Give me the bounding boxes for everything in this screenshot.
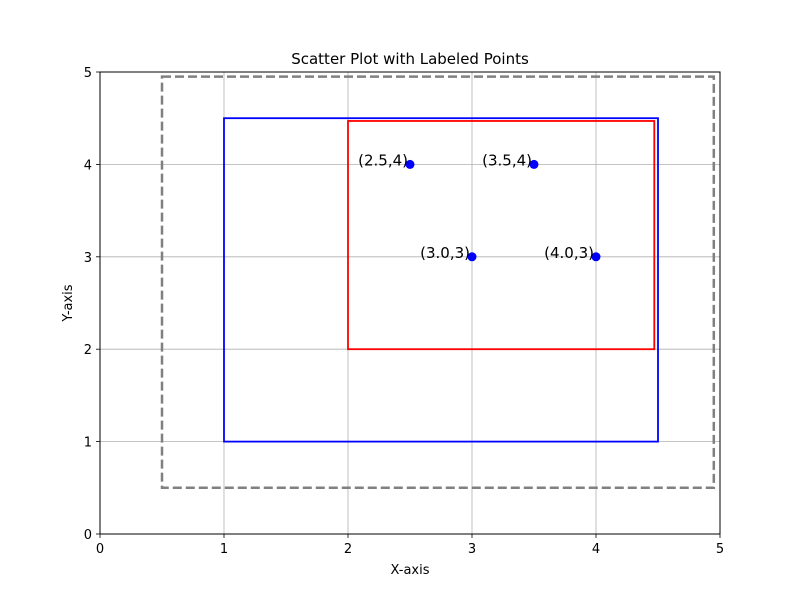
y-tick-label: 3 — [84, 251, 92, 266]
point-labels: (2.5,4) (3.5,4) (3.0,3) (4.0,3) — [358, 151, 594, 261]
x-axis-label: X-axis — [391, 563, 430, 578]
y-axis-ticks: 0 1 2 3 4 5 — [84, 66, 100, 543]
x-axis-ticks: 0 1 2 3 4 5 — [96, 534, 724, 557]
x-tick-label: 0 — [96, 542, 104, 557]
y-tick-label: 4 — [84, 158, 92, 173]
y-tick-label: 0 — [84, 528, 92, 543]
rectangle-overlay — [347, 120, 656, 351]
plot-area-frame — [99, 71, 721, 535]
scatter-point — [405, 159, 415, 169]
point-label: (2.5,4) — [358, 151, 408, 169]
y-axis-label: Y-axis — [61, 284, 76, 322]
point-label: (3.0,3) — [420, 244, 470, 262]
x-tick-label: 5 — [716, 542, 724, 557]
scatter-points — [405, 159, 601, 262]
y-tick-label: 1 — [84, 436, 92, 451]
rectangle-overlays — [160, 75, 716, 490]
rectangle-overlay — [223, 117, 659, 443]
scatter-point — [467, 252, 477, 262]
dashed-rectangle-overlay — [160, 75, 716, 490]
scatter-point — [591, 252, 601, 262]
y-tick-label: 5 — [84, 66, 92, 81]
x-tick-label: 4 — [592, 542, 600, 557]
x-tick-label: 3 — [468, 542, 476, 557]
point-label: (3.5,4) — [482, 151, 532, 169]
chart-title: Scatter Plot with Labeled Points — [291, 50, 529, 68]
x-tick-label: 2 — [344, 542, 352, 557]
scatter-point — [529, 159, 539, 169]
point-label: (4.0,3) — [544, 244, 594, 262]
y-tick-label: 2 — [84, 343, 92, 358]
x-tick-label: 1 — [220, 542, 228, 557]
